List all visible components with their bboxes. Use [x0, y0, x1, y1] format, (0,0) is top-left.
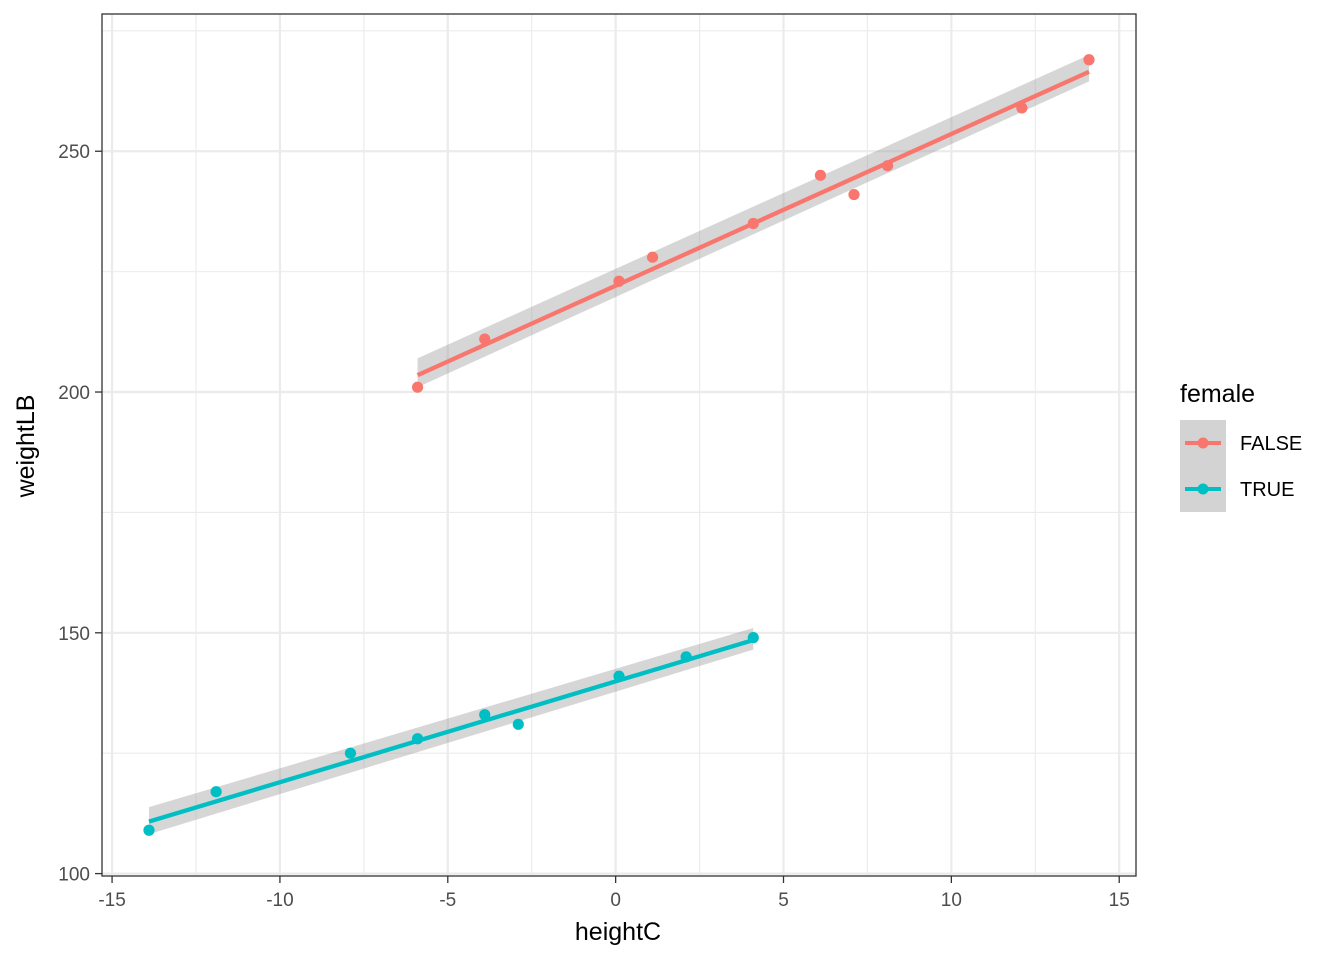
- data-point: [479, 333, 491, 345]
- data-point: [1083, 54, 1095, 66]
- x-tick-label: 0: [610, 890, 621, 911]
- panel-border: [101, 13, 1137, 877]
- x-tick-label: -15: [98, 890, 125, 911]
- legend-title: female: [1180, 380, 1255, 408]
- axes: -15 -10 -5 0 5 10 15 100 150 200 250: [58, 142, 1129, 911]
- data-point: [512, 718, 524, 730]
- data-point: [646, 251, 659, 263]
- legend-key-point-false: [1197, 437, 1209, 449]
- data-point: [848, 188, 860, 201]
- data-point: [814, 169, 827, 181]
- data-point: [881, 160, 894, 172]
- data-point: [613, 670, 625, 682]
- x-tick-label: 10: [941, 890, 962, 911]
- y-tick-label: 250: [58, 142, 90, 163]
- x-tick-label: -10: [266, 890, 293, 911]
- data-point: [210, 786, 222, 798]
- data-point: [411, 733, 424, 745]
- x-tick-label: 15: [1109, 890, 1130, 911]
- legend: female FALSE TRUE: [1180, 380, 1302, 512]
- x-tick-label: -5: [439, 890, 456, 911]
- data-point: [411, 381, 424, 393]
- y-tick-label: 100: [58, 865, 90, 886]
- data-point: [680, 651, 692, 663]
- legend-key-point-true: [1197, 483, 1209, 495]
- series-true: [143, 627, 759, 836]
- x-axis-title: heightC: [575, 918, 661, 946]
- y-tick-label: 200: [58, 383, 90, 404]
- data-point: [344, 747, 357, 759]
- x-tick-label: 5: [778, 890, 789, 911]
- plot-panel: [101, 13, 1137, 877]
- data-point: [479, 709, 491, 721]
- data-point: [613, 275, 625, 287]
- data-point: [747, 217, 759, 230]
- y-axis-title: weightLB: [12, 395, 40, 499]
- y-tick-label: 150: [58, 624, 90, 645]
- regression-line: [148, 637, 754, 824]
- legend-label-false: FALSE: [1240, 433, 1302, 455]
- data-point: [1016, 102, 1028, 114]
- legend-label-true: TRUE: [1240, 479, 1294, 501]
- data-point: [143, 824, 155, 836]
- series-false: [411, 54, 1095, 393]
- data-point: [747, 632, 759, 644]
